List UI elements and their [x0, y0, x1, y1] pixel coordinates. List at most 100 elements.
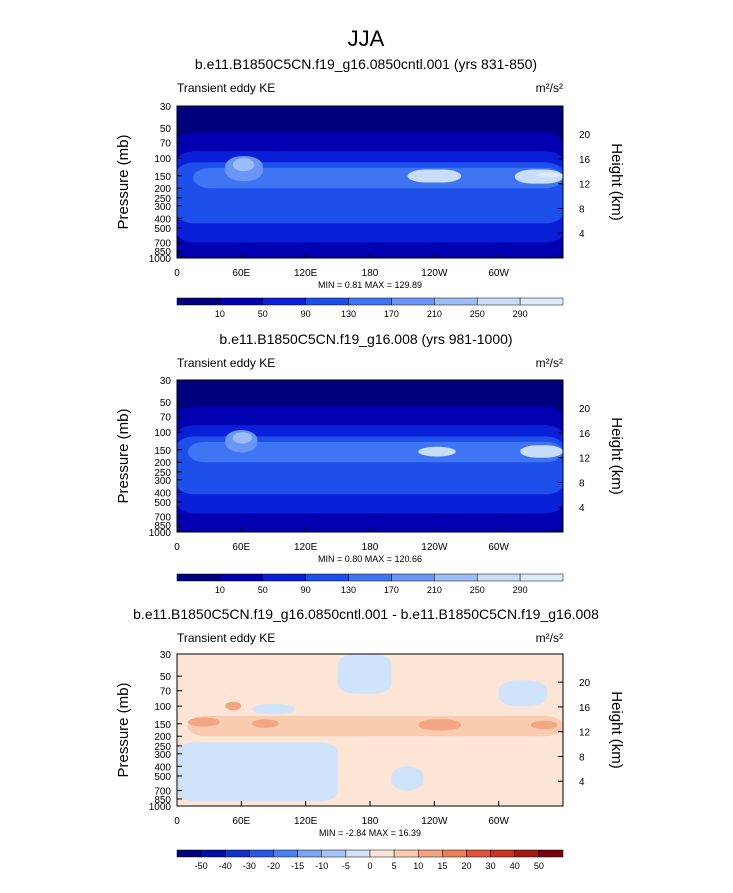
colorbar-box [249, 849, 274, 858]
colorbar-label: -15 [291, 861, 304, 871]
panel-title: b.e11.B1850C5CN.f19_g16.0850cntl.001 (yr… [195, 56, 537, 72]
colorbar-box [418, 849, 443, 858]
y-tick-label: 400 [154, 762, 171, 773]
contour-region-4 [187, 441, 563, 463]
y-tick-label: 150 [154, 172, 171, 183]
colorbar-label: 250 [470, 585, 485, 595]
contour-region-6 [232, 432, 253, 444]
colorbar-box [262, 573, 306, 582]
colorbar: 10 50 90 130 170 210 250 290 [176, 297, 564, 319]
colorbar-box [297, 849, 322, 858]
x-tick-label: 0 [174, 268, 180, 279]
y-tick-label: 250 [154, 742, 171, 753]
min-max-label: MIN = 0.80 MAX = 120.66 [318, 554, 422, 564]
colorbar-box [200, 849, 226, 858]
contour-region-6 [232, 158, 255, 172]
contour-region-5 [391, 766, 424, 791]
contour-region-2 [498, 680, 547, 707]
y-tick-label: 100 [154, 702, 171, 713]
y-tick-label: 850 [154, 521, 171, 532]
x-tick-label: 120E [294, 268, 318, 279]
y-tick-label: 50 [160, 398, 172, 409]
colorbar-label: 5 [392, 861, 397, 871]
colorbar-box [176, 297, 221, 306]
height-tick-label: 20 [579, 404, 591, 415]
y-tick-label: 400 [154, 488, 171, 499]
height-tick-label: 16 [579, 155, 591, 166]
colorbar-label: 10 [413, 861, 423, 871]
x-tick-label: 0 [174, 542, 180, 553]
x-tick-label: 60E [232, 268, 250, 279]
colorbar-label: 30 [486, 861, 496, 871]
y-tick-label: 500 [154, 224, 171, 235]
y-tick-label: 150 [154, 446, 171, 457]
colorbar-label: 20 [461, 861, 471, 871]
y-tick-label: 700 [154, 513, 171, 524]
colorbar-label: 210 [427, 585, 442, 595]
y-tick-label: 300 [154, 202, 171, 213]
x-tick-label: 60W [488, 542, 509, 553]
contour-region-4 [177, 742, 338, 802]
colorbar-box [519, 573, 564, 582]
colorbar-box [391, 573, 435, 582]
colorbar-label: -50 [195, 861, 208, 871]
height-tick-label: 4 [579, 777, 585, 788]
colorbar-label: 15 [437, 861, 447, 871]
height-tick-label: 8 [579, 204, 585, 215]
y-tick-label: 150 [154, 720, 171, 731]
y-axis-label: Pressure (mb) [115, 682, 132, 777]
colorbar-box [345, 849, 371, 858]
height-tick-label: 20 [579, 678, 591, 689]
height-tick-label: 8 [579, 478, 585, 489]
panel-variable-label: Transient eddy KE [177, 631, 275, 645]
contour-region-9 [252, 719, 279, 728]
colorbar-box [321, 849, 347, 858]
colorbar-label: 50 [534, 861, 544, 871]
colorbar-box [273, 849, 298, 858]
height-tick-label: 8 [579, 752, 585, 763]
y-tick-label: 500 [154, 772, 171, 783]
y-tick-label: 500 [154, 498, 171, 509]
panel-3: b.e11.B1850C5CN.f19_g16.0850cntl.001 - b… [115, 606, 625, 871]
contour-region-8 [520, 445, 563, 458]
y-axis-label: Pressure (mb) [115, 134, 132, 229]
colorbar-label: 50 [258, 585, 268, 595]
y-tick-label: 1000 [149, 802, 172, 813]
y-tick-label: 200 [154, 184, 171, 195]
panel-title: b.e11.B1850C5CN.f19_g16.0850cntl.001 - b… [133, 606, 599, 622]
colorbar-box [442, 849, 467, 858]
y-tick-label: 850 [154, 795, 171, 806]
figure-title: JJA [348, 26, 385, 51]
colorbar-label: 40 [510, 861, 520, 871]
height-tick-label: 16 [579, 703, 591, 714]
colorbar-box [393, 849, 419, 858]
colorbar: 10 50 90 130 170 210 250 290 [176, 573, 564, 595]
colorbar-box [348, 573, 392, 582]
colorbar-label: 90 [301, 309, 311, 319]
colorbar-box [476, 573, 521, 582]
contour-region-1 [337, 654, 392, 694]
y-tick-label: 50 [160, 672, 172, 683]
colorbar-label: 250 [470, 309, 485, 319]
colorbar-label: 90 [301, 585, 311, 595]
y-tick-label: 30 [160, 650, 172, 661]
contour-region-6 [187, 715, 563, 737]
colorbar-box [434, 297, 478, 306]
colorbar-box [225, 849, 250, 858]
colorbar-label: -20 [267, 861, 280, 871]
contour-region-4 [193, 167, 564, 189]
contour-region-9 [536, 172, 563, 178]
panel-variable-label: Transient eddy KE [177, 356, 275, 370]
y-axis-right-label: Height (km) [608, 143, 625, 221]
y-tick-label: 70 [160, 139, 172, 150]
panel-units-label: m²/s² [536, 356, 563, 370]
colorbar-label: 10 [215, 309, 225, 319]
y-tick-label: 30 [160, 376, 172, 387]
colorbar-label: 170 [384, 309, 399, 319]
y-tick-label: 200 [154, 732, 171, 743]
colorbar: -50 -40 -30 -20 -15 -10 -5 0 5 10 15 20 30 40 50 [176, 849, 564, 871]
y-tick-label: 100 [154, 428, 171, 439]
colorbar-label: 130 [341, 309, 356, 319]
panel-variable-label: Transient eddy KE [177, 81, 275, 95]
